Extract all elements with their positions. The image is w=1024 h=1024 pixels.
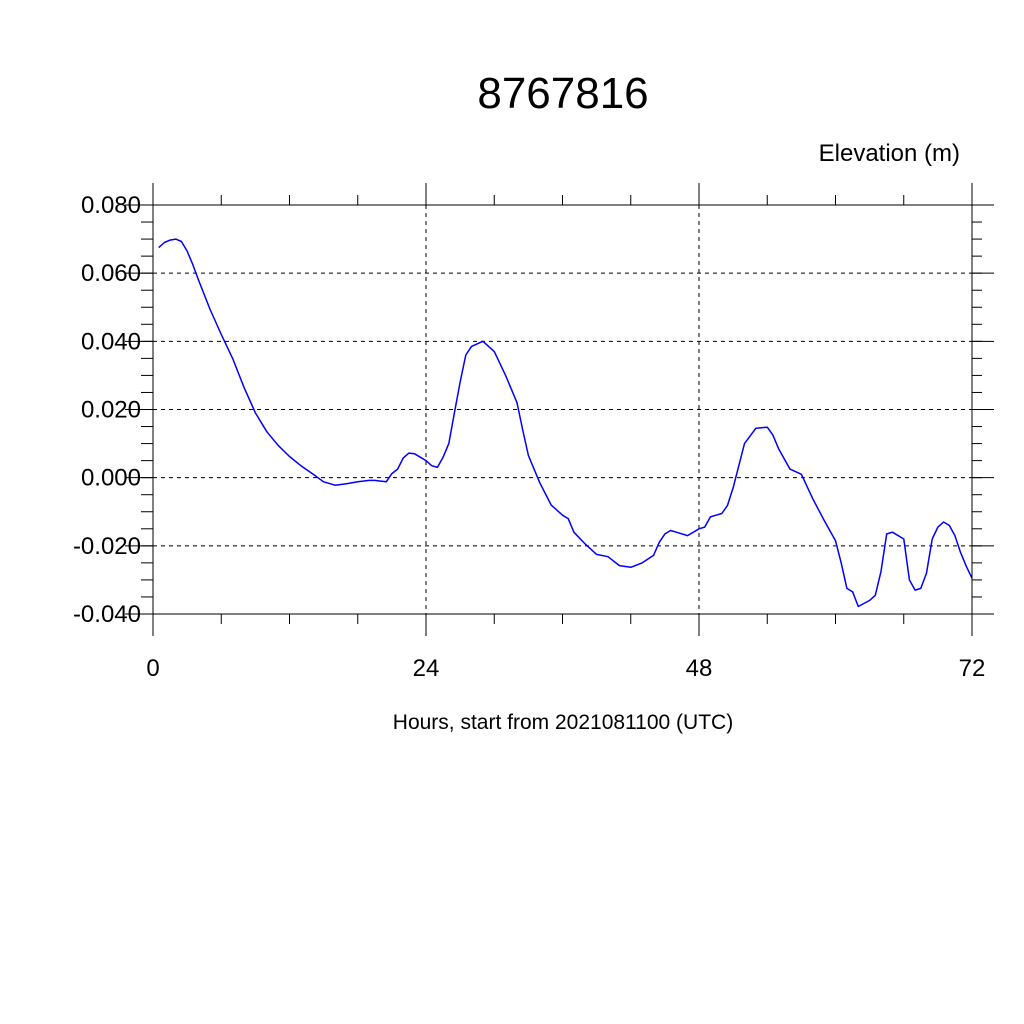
data-series (158, 238, 973, 608)
x-tick-label: 48 (686, 655, 713, 682)
x-tick-label: 72 (959, 655, 986, 682)
x-tick-label: 24 (413, 655, 440, 682)
chart-title: 8767816 (477, 69, 648, 118)
y-tick-label: 0.060 (81, 260, 141, 287)
series-line (158, 238, 973, 608)
y-tick-label: -0.040 (73, 601, 141, 628)
y-tick-labels: 0.080 0.060 0.040 0.020 0.000 -0.020 -0.040 (73, 192, 141, 628)
y-tick-label: 0.080 (81, 192, 141, 219)
x-axis-label: Hours, start from 2021081100 (UTC) (393, 711, 733, 734)
unit-label: Elevation (m) (819, 140, 960, 167)
axis-ticks (125, 183, 994, 636)
grid-lines (152, 204, 973, 615)
x-tick-label: 0 (146, 655, 159, 682)
plot-frame (152, 204, 973, 615)
y-tick-label: 0.000 (81, 465, 141, 492)
y-tick-label: 0.020 (81, 397, 141, 424)
x-tick-labels: 0 24 48 72 (146, 655, 985, 682)
y-tick-label: -0.020 (73, 533, 141, 560)
y-tick-label: 0.040 (81, 328, 141, 355)
